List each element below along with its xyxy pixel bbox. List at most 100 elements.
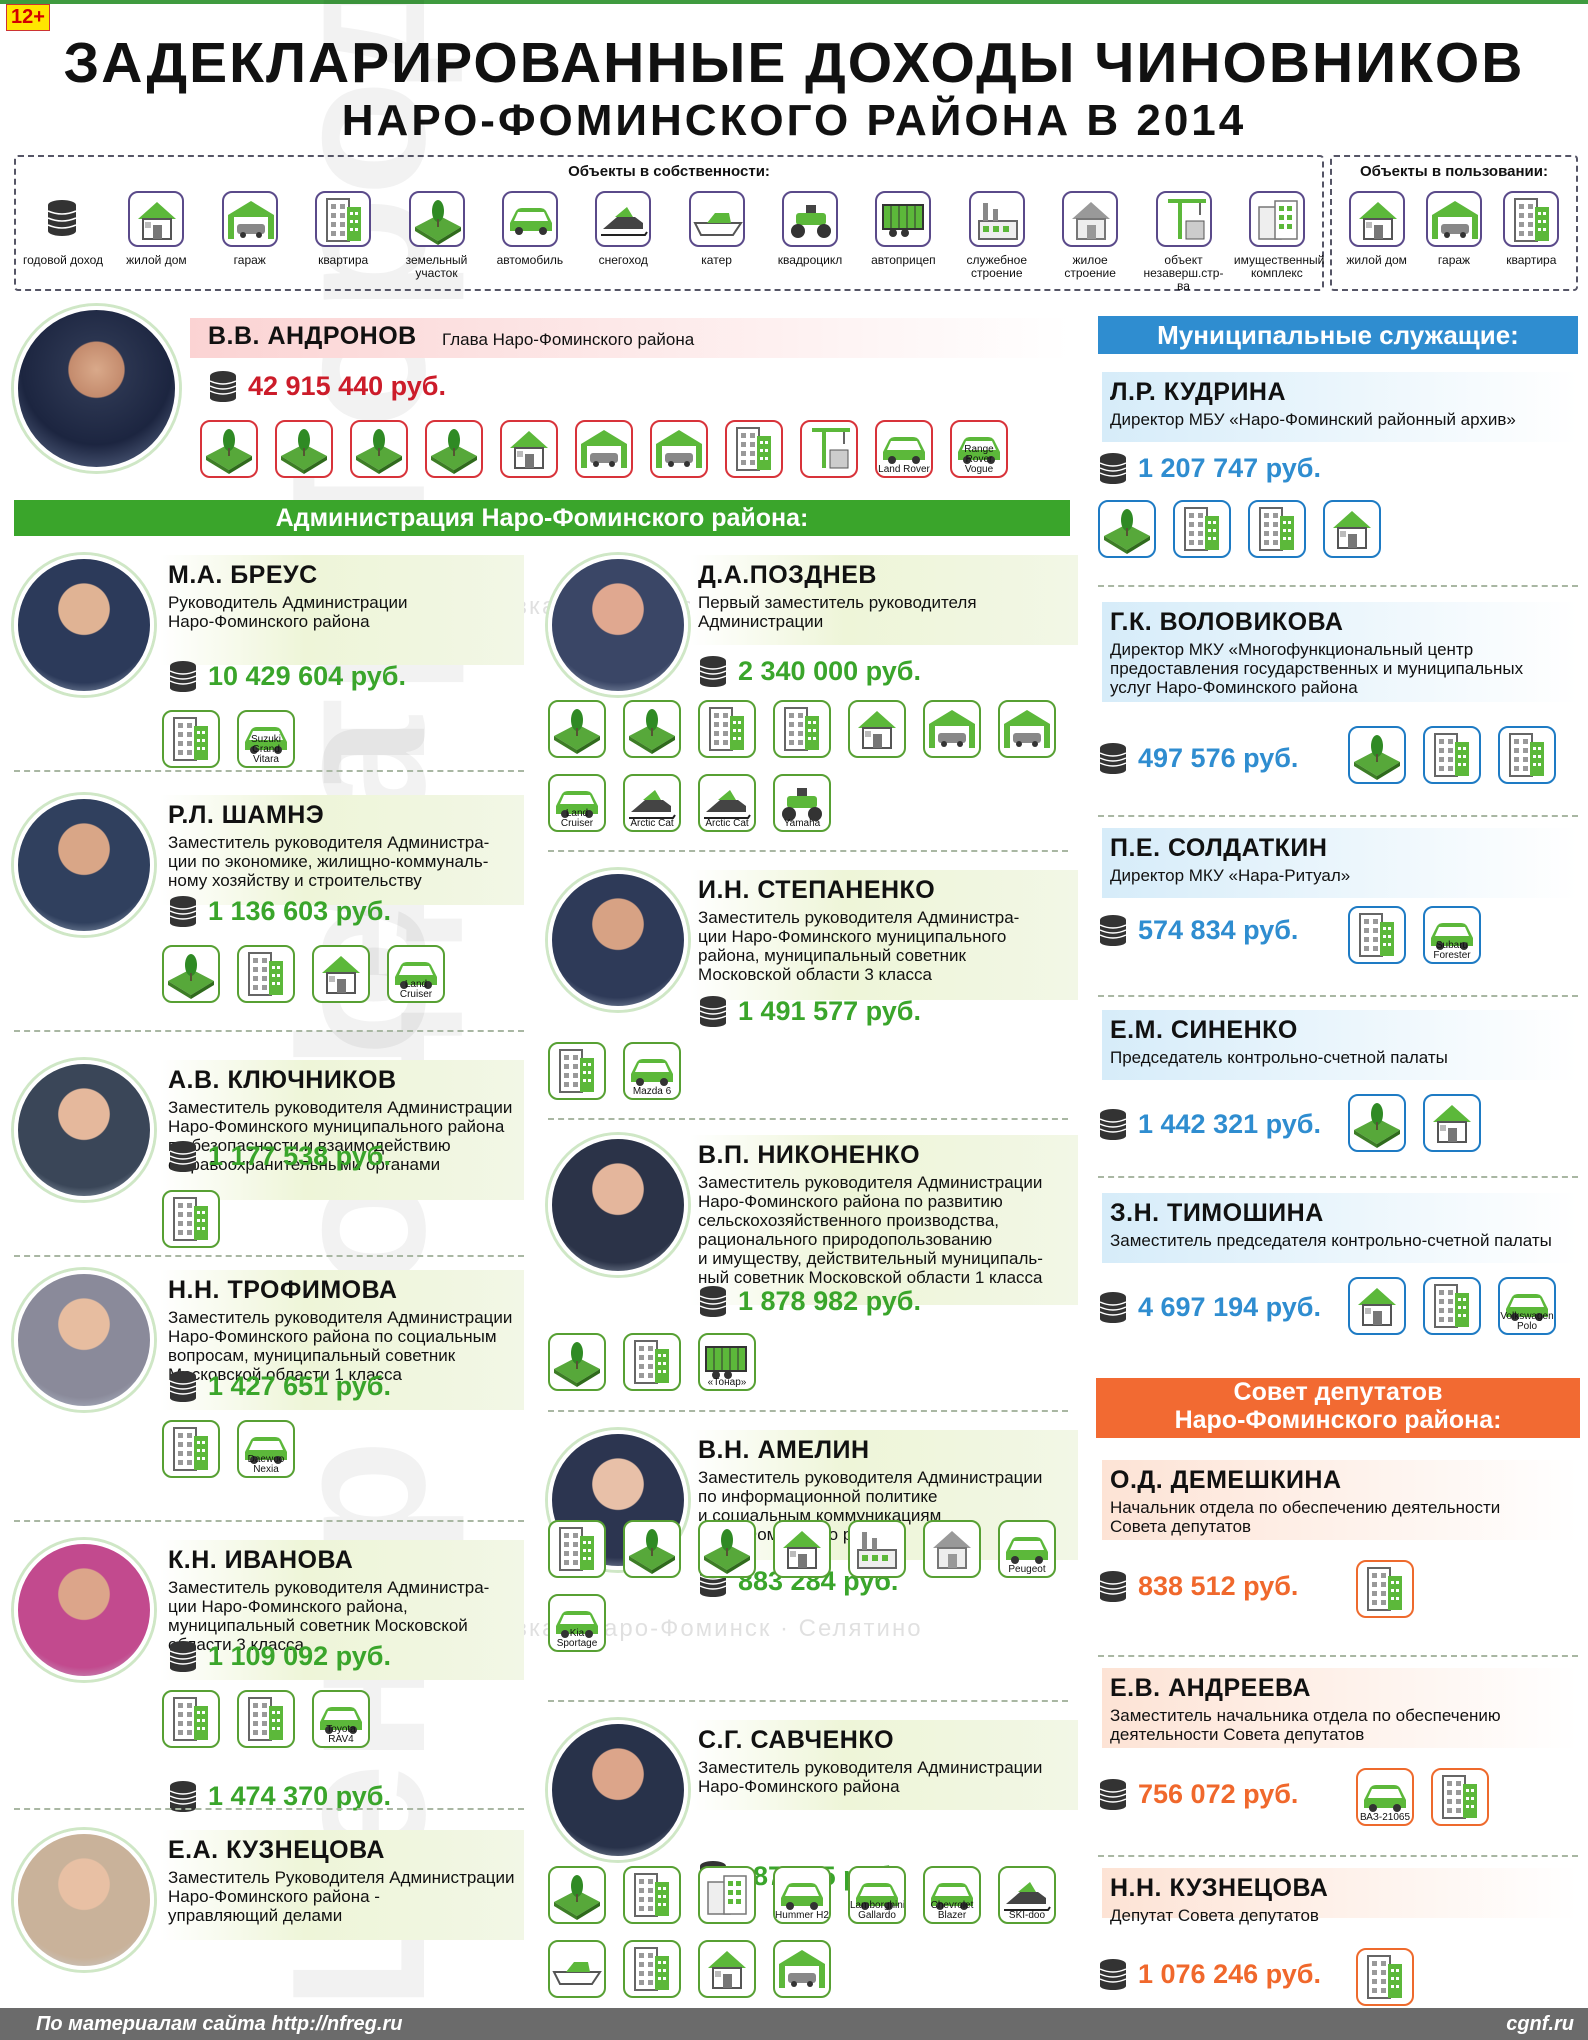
item-caption: Arctic Cat bbox=[630, 818, 674, 829]
page-title: ЗАДЕКЛАРИРОВАННЫЕ ДОХОДЫ ЧИНОВНИКОВ bbox=[63, 31, 1525, 95]
garage-icon bbox=[998, 700, 1056, 758]
flat-icon bbox=[162, 1420, 220, 1478]
separator bbox=[1098, 585, 1578, 587]
flat-icon bbox=[548, 1520, 606, 1578]
official-card: Г.К. ВОЛОВИКОВА Директор МКУ «Многофункци… bbox=[1098, 602, 1578, 802]
official-card: К.Н. ИВАНОВА Заместитель руководителя Адм… bbox=[14, 1540, 524, 1760]
coins-icon bbox=[168, 1140, 198, 1172]
legend-label: квартира bbox=[1506, 253, 1557, 267]
item-caption: Volkswagen Polo bbox=[1500, 1311, 1554, 1332]
flat-icon bbox=[1356, 1560, 1414, 1618]
separator bbox=[1098, 995, 1578, 997]
head-income-row: 42 915 440 руб. bbox=[208, 370, 446, 402]
official-income: 1 109 092 руб. bbox=[208, 1640, 391, 1671]
official-position: Депутат Совета депутатов bbox=[1110, 1906, 1319, 1925]
car-icon: Hummer H2 bbox=[773, 1866, 831, 1924]
legend-item-garage: гараж bbox=[1415, 191, 1492, 267]
official-position: Заместитель руководителя Администра- ции… bbox=[168, 1578, 490, 1654]
official-position: Заместитель руководителя Администрации Н… bbox=[168, 1308, 513, 1384]
coins-icon bbox=[1098, 1958, 1128, 1990]
house-icon bbox=[773, 1520, 831, 1578]
coins-icon bbox=[1098, 1570, 1128, 1602]
official-income: 1 177 538 руб. bbox=[208, 1140, 391, 1171]
official-card: Д.А.ПОЗДНЕВ Первый заместитель руководите… bbox=[548, 555, 1078, 855]
official-name: П.Е. СОЛДАТКИН bbox=[1110, 834, 1328, 862]
legend-item-trailer: автоприцеп bbox=[860, 191, 946, 293]
flat-icon bbox=[162, 710, 220, 768]
separator bbox=[14, 1030, 524, 1032]
snowmobile-icon bbox=[595, 191, 652, 247]
card-band bbox=[1102, 602, 1578, 702]
legend-item-house: жилой дом bbox=[1338, 191, 1415, 267]
complex-icon bbox=[1248, 191, 1305, 247]
official-photo bbox=[14, 795, 154, 935]
official-card: М.А. БРЕУС Руководитель Администрации Нар… bbox=[14, 555, 524, 775]
official-name: В.Н. АМЕЛИН bbox=[698, 1436, 870, 1464]
house-icon bbox=[848, 700, 906, 758]
land-icon bbox=[623, 700, 681, 758]
official-card: О.Д. ДЕМЕШКИНА Начальник отдела по обеспе… bbox=[1098, 1460, 1578, 1660]
official-income: 1 491 577 руб. bbox=[738, 995, 921, 1026]
card-band bbox=[1102, 1010, 1578, 1080]
car-icon: Subaru Forester bbox=[1423, 906, 1481, 964]
item-caption: Land Cruiser bbox=[560, 808, 594, 829]
official-name: М.А. БРЕУС bbox=[168, 561, 318, 589]
official-card: С.Г. САВЧЕНКО Заместитель руководителя Ад… bbox=[548, 1720, 1078, 2020]
land-icon bbox=[548, 1333, 606, 1391]
property-icons: ВАЗ-21065 bbox=[1356, 1768, 1556, 1826]
flat-icon bbox=[1498, 726, 1556, 784]
official-photo bbox=[14, 1540, 154, 1680]
footer-site: cgnf.ru bbox=[1506, 2013, 1574, 2035]
car-icon: Toyota RAV4 bbox=[312, 1690, 370, 1748]
property-icons bbox=[1356, 1948, 1556, 2006]
age-rating-badge: 12+ bbox=[6, 4, 50, 31]
section-council: Совет депутатов Наро-Фоминского района: bbox=[1096, 1378, 1580, 1438]
income-row: 1 109 092 руб. bbox=[168, 1640, 391, 1672]
coins-icon bbox=[208, 370, 238, 402]
coins-icon bbox=[698, 1285, 728, 1317]
car-icon: Chevrolet Blazer bbox=[923, 1866, 981, 1924]
official-card: Е.А. КУЗНЕЦОВА Заместитель Руководителя А… bbox=[14, 1781, 524, 2040]
flat-icon bbox=[623, 1866, 681, 1924]
property-icons: Subaru Forester bbox=[1348, 906, 1578, 964]
land-icon bbox=[275, 420, 333, 478]
flat-icon bbox=[1423, 726, 1481, 784]
separator bbox=[548, 1410, 1068, 1412]
legend-item-snowmobile: снегоход bbox=[580, 191, 666, 293]
legend-label: снегоход bbox=[598, 253, 648, 267]
legend-label: жилое строение bbox=[1064, 253, 1116, 280]
property-icons bbox=[1348, 1094, 1578, 1152]
coins-icon bbox=[35, 191, 91, 247]
income-row: 2 340 000 руб. bbox=[698, 655, 921, 687]
flat-icon bbox=[1503, 191, 1560, 247]
official-position: Заместитель руководителя Администра- ции… bbox=[698, 908, 1020, 984]
section-municipal: Муниципальные служащие: bbox=[1098, 316, 1578, 354]
flat-icon bbox=[773, 700, 831, 758]
legend-item-car: автомобиль bbox=[487, 191, 573, 293]
official-card: Р.Л. ШАМНЭ Заместитель руководителя Админ… bbox=[14, 795, 524, 1015]
house-icon bbox=[128, 191, 185, 247]
land-icon bbox=[698, 1520, 756, 1578]
official-photo bbox=[548, 1720, 688, 1860]
card-band bbox=[160, 1060, 524, 1200]
top-stripe bbox=[0, 0, 1588, 4]
legend-label: служебное строение bbox=[966, 253, 1028, 280]
legend-used: Объекты в пользовании: жилой дом гараж ква… bbox=[1330, 155, 1578, 291]
flat-icon bbox=[725, 420, 783, 478]
property-icons bbox=[1356, 1560, 1556, 1618]
car-icon bbox=[501, 191, 558, 247]
official-position: Заместитель председателя контрольно-счет… bbox=[1110, 1231, 1552, 1250]
head-position: Глава Наро-Фоминского района bbox=[442, 330, 695, 349]
coins-icon bbox=[1098, 1108, 1128, 1140]
official-position: Руководитель Администрации Наро-Фоминско… bbox=[168, 593, 408, 631]
boat-icon bbox=[688, 191, 745, 247]
item-caption: Kia Sportage bbox=[556, 1628, 598, 1649]
income-row: 756 072 руб. bbox=[1098, 1778, 1298, 1810]
item-caption: Land Rover bbox=[878, 464, 930, 475]
card-band bbox=[160, 795, 524, 905]
legend-label: земельный участок bbox=[405, 253, 468, 280]
item-caption: ВАЗ-21065 bbox=[1359, 1812, 1411, 1823]
car-icon: Kia Sportage bbox=[548, 1594, 606, 1652]
car-icon: Land Cruiser bbox=[548, 774, 606, 832]
official-income: 2 340 000 руб. bbox=[738, 655, 921, 686]
